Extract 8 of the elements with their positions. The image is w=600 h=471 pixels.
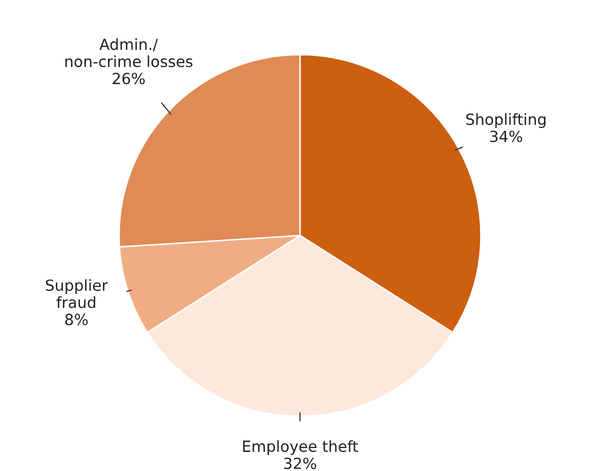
slice-label: Supplier fraud — [46, 279, 108, 308]
data-label: 34% — [490, 130, 522, 142]
data-label: 26% — [112, 72, 145, 84]
data-label: 32% — [284, 458, 316, 470]
slice-label: Employee theft — [243, 440, 358, 455]
slice-label: Admin./ non-crime losses — [65, 38, 192, 68]
slice-label: Shoplifting — [466, 113, 546, 128]
data-label: 8% — [65, 314, 88, 326]
